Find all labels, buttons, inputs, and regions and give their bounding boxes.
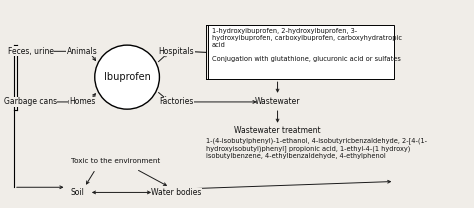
Text: Ibuprofen: Ibuprofen [104, 72, 151, 82]
Text: Toxic to the environment: Toxic to the environment [71, 158, 161, 164]
FancyBboxPatch shape [208, 26, 394, 79]
Text: Animals: Animals [67, 47, 98, 56]
Text: Feces, urine: Feces, urine [8, 47, 54, 56]
Text: Soil: Soil [71, 188, 85, 197]
Text: Wastewater treatment: Wastewater treatment [234, 126, 321, 135]
Text: Wastewater: Wastewater [255, 97, 301, 106]
Text: Homes: Homes [69, 97, 95, 106]
Text: 1-(4-isobutylphenyl)-1-ethanol, 4-isobutyricbenzaldehyde, 2-[4-(1-
hydroxyisobut: 1-(4-isobutylphenyl)-1-ethanol, 4-isobut… [206, 137, 427, 158]
Text: 1-hydroxyibuprofen, 2-hydroxyibuprofen, 3-
hydroxyibuprofen, carboxyibuprofen, c: 1-hydroxyibuprofen, 2-hydroxyibuprofen, … [211, 28, 401, 62]
Ellipse shape [95, 45, 159, 109]
Text: Water bodies: Water bodies [151, 188, 201, 197]
Text: Factories: Factories [159, 97, 194, 106]
Text: Garbage cans: Garbage cans [4, 97, 57, 106]
Text: Hospitals: Hospitals [159, 47, 194, 56]
